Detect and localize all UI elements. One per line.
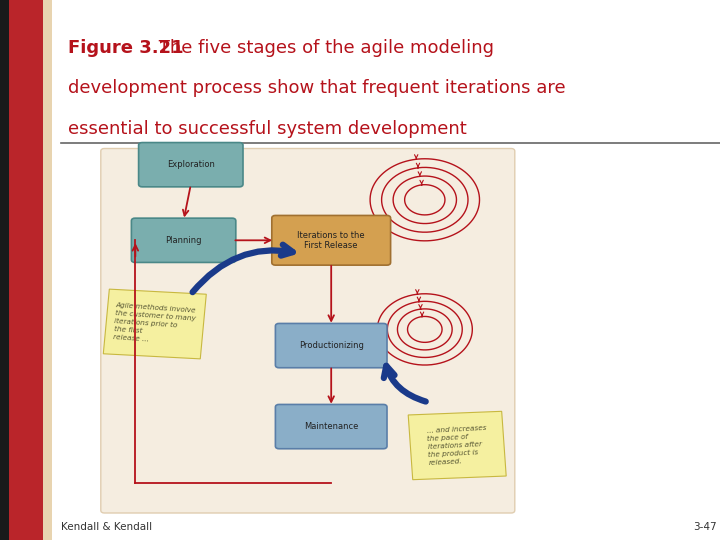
Text: Maintenance: Maintenance — [304, 422, 359, 431]
Text: Productionizing: Productionizing — [299, 341, 364, 350]
FancyBboxPatch shape — [275, 323, 387, 368]
FancyBboxPatch shape — [132, 218, 236, 262]
Text: Agile methods involve
the customer to many
iterations prior to
the first
release: Agile methods involve the customer to ma… — [113, 302, 197, 346]
Text: ... and increases
the pace of
iterations after
the product is
released.: ... and increases the pace of iterations… — [426, 425, 488, 466]
Bar — [9, 0, 43, 540]
Bar — [0, 0, 52, 540]
FancyBboxPatch shape — [103, 289, 207, 359]
FancyBboxPatch shape — [275, 404, 387, 449]
FancyBboxPatch shape — [408, 411, 506, 480]
FancyBboxPatch shape — [272, 215, 390, 265]
Text: Figure 3.21: Figure 3.21 — [68, 39, 184, 57]
Text: Iterations to the
First Release: Iterations to the First Release — [297, 231, 365, 250]
Text: Planning: Planning — [166, 236, 202, 245]
FancyBboxPatch shape — [138, 143, 243, 187]
Text: Kendall & Kendall: Kendall & Kendall — [61, 522, 153, 532]
Text: 3-47: 3-47 — [693, 522, 716, 532]
Text: The five stages of the agile modeling: The five stages of the agile modeling — [153, 39, 495, 57]
Text: Exploration: Exploration — [167, 160, 215, 169]
Text: development process show that frequent iterations are: development process show that frequent i… — [68, 79, 566, 97]
FancyBboxPatch shape — [101, 148, 515, 513]
Text: essential to successful system development: essential to successful system developme… — [68, 120, 467, 138]
Bar — [0, 0, 9, 540]
